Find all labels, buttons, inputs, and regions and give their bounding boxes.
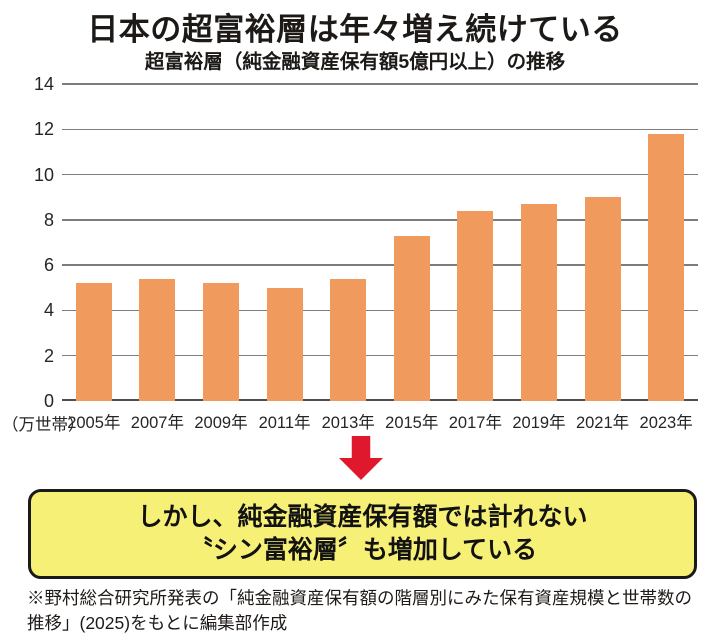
bar-slot-2017年 [444, 84, 508, 401]
y-tick-label-6: 6 [43, 255, 54, 276]
bar-2017年 [457, 210, 494, 401]
y-tick-label-8: 8 [43, 209, 54, 230]
bar-chart-plot-area [62, 83, 698, 401]
gridline-y10 [62, 173, 698, 176]
bar-2007年 [139, 278, 176, 401]
x-axis-baseline [62, 398, 698, 401]
x-label-2015年: 2015年 [385, 414, 439, 432]
bar-slot-2007年 [126, 84, 190, 401]
bar-2023年 [648, 133, 685, 401]
bars-container [62, 84, 698, 401]
bar-2019年 [520, 204, 557, 401]
chart-subtitle: 超富裕層（純金融資産保有額5億円以上）の推移 [144, 51, 566, 73]
x-label-2009年: 2009年 [194, 414, 248, 432]
y-tick-label-2: 2 [43, 345, 54, 366]
y-tick-label-12: 12 [33, 119, 54, 140]
callout-line-1: しかし、純金融資産保有額では計れない [137, 502, 588, 531]
bar-slot-2015年 [380, 84, 444, 401]
down-arrow-icon [339, 436, 383, 480]
bar-2021年 [584, 197, 621, 401]
gridline-y4 [62, 309, 698, 312]
y-axis-unit-label: （万世帯） [2, 416, 85, 434]
bar-2013年 [330, 278, 367, 401]
x-label-2011年: 2011年 [258, 414, 311, 432]
x-label-2021年: 2021年 [575, 414, 630, 432]
y-tick-label-10: 10 [33, 164, 54, 185]
gridline-y8 [62, 219, 698, 221]
bar-slot-2009年 [189, 84, 253, 401]
bar-slot-2011年 [253, 84, 317, 401]
gridline-y14 [62, 83, 698, 85]
gridline-y12 [62, 128, 698, 131]
bar-slot-2013年 [316, 84, 380, 401]
callout-line-2: 〝シン富裕層〞も増加している [187, 536, 538, 564]
gridline-y2 [62, 354, 698, 357]
bar-slot-2019年 [507, 84, 571, 401]
x-label-2007年: 2007年 [130, 414, 184, 432]
x-label-2005年: 2005年 [67, 414, 121, 432]
x-label-2017年: 2017年 [448, 414, 502, 432]
y-tick-label-4: 4 [43, 300, 54, 321]
bar-2011年 [266, 287, 303, 401]
y-tick-label-0: 0 [43, 391, 54, 411]
bar-2009年 [202, 283, 239, 401]
callout-box: しかし、純金融資産保有額では計れない 〝シン富裕層〞も増加している [28, 489, 697, 579]
bar-2005年 [75, 283, 112, 401]
source-footnote: ※野村総合研究所発表の「純金融資産保有額の階層別にみた保有資産規模と世帯数の推移… [27, 588, 692, 633]
chart-title: 日本の超富裕層は年々増え続けている [87, 12, 623, 47]
x-label-2019年: 2019年 [512, 414, 566, 432]
bar-slot-2021年 [571, 84, 635, 401]
x-label-2023年: 2023年 [639, 414, 693, 432]
bar-2015年 [393, 235, 430, 401]
bar-slot-2005年 [62, 84, 126, 401]
x-axis-labels: 2005年 2007年 2009年 2011年 2013年 2015年 2017年 2019年… [62, 409, 698, 433]
bar-slot-2023年 [634, 84, 698, 401]
gridline-y6 [62, 264, 698, 266]
y-tick-label-14: 14 [33, 74, 54, 94]
x-label-2013年: 2013年 [321, 414, 375, 432]
